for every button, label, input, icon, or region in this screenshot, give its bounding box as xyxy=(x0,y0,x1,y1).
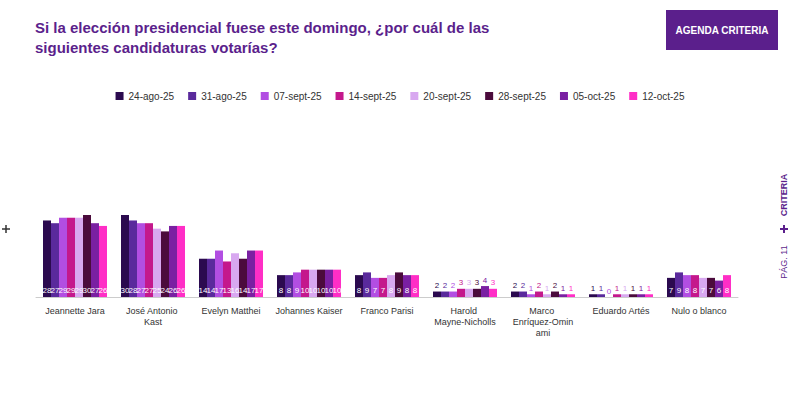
svg-text:2: 2 xyxy=(537,281,542,290)
svg-text:9: 9 xyxy=(365,286,370,295)
svg-text:Kast: Kast xyxy=(144,317,163,327)
svg-text:14: 14 xyxy=(198,285,208,295)
svg-text:16: 16 xyxy=(230,285,240,295)
svg-text:2: 2 xyxy=(513,281,518,290)
svg-text:26: 26 xyxy=(99,286,108,295)
svg-text:24: 24 xyxy=(160,285,170,295)
svg-text:28-sept-25: 28-sept-25 xyxy=(498,91,546,102)
svg-text:1: 1 xyxy=(631,284,636,293)
svg-text:17: 17 xyxy=(246,285,256,295)
svg-text:8: 8 xyxy=(389,286,394,295)
svg-text:3: 3 xyxy=(475,278,480,287)
svg-text:CRITERIA: CRITERIA xyxy=(779,173,789,216)
svg-text:1: 1 xyxy=(639,284,644,293)
svg-text:8: 8 xyxy=(279,286,284,295)
svg-text:29: 29 xyxy=(66,285,76,295)
svg-text:05-oct-25: 05-oct-25 xyxy=(573,91,616,102)
svg-text:2: 2 xyxy=(521,281,526,290)
svg-text:28: 28 xyxy=(42,285,52,295)
svg-text:14: 14 xyxy=(238,285,248,295)
svg-text:10: 10 xyxy=(300,285,310,295)
svg-text:Franco Parisi: Franco Parisi xyxy=(360,306,413,316)
svg-text:17: 17 xyxy=(255,286,264,295)
svg-text:AGENDA CRITERIA: AGENDA CRITERIA xyxy=(676,25,769,36)
svg-text:7: 7 xyxy=(701,286,706,295)
svg-text:14: 14 xyxy=(206,285,216,295)
svg-text:siguientes candidaturas votarí: siguientes candidaturas votarías? xyxy=(35,39,278,56)
svg-text:26: 26 xyxy=(168,285,178,295)
svg-text:27: 27 xyxy=(144,285,154,295)
svg-text:8: 8 xyxy=(693,286,698,295)
svg-text:14-sept-25: 14-sept-25 xyxy=(349,91,397,102)
svg-text:8: 8 xyxy=(725,286,730,295)
svg-text:1: 1 xyxy=(591,284,596,293)
svg-text:Nulo o blanco: Nulo o blanco xyxy=(671,306,726,316)
svg-text:2: 2 xyxy=(435,281,440,290)
svg-text:7: 7 xyxy=(669,286,674,295)
svg-text:Evelyn Matthei: Evelyn Matthei xyxy=(201,306,260,316)
svg-text:Harold: Harold xyxy=(450,306,479,316)
svg-text:07-sept-25: 07-sept-25 xyxy=(274,91,322,102)
svg-text:7: 7 xyxy=(381,286,386,295)
svg-text:28: 28 xyxy=(128,285,138,295)
svg-text:9: 9 xyxy=(677,286,682,295)
svg-text:Enríquez-Omin: Enríquez-Omin xyxy=(513,317,574,327)
svg-text:7: 7 xyxy=(709,286,714,295)
svg-text:29: 29 xyxy=(74,285,84,295)
svg-text:27: 27 xyxy=(90,285,100,295)
svg-text:30: 30 xyxy=(120,285,130,295)
svg-text:1: 1 xyxy=(561,284,566,293)
svg-text:9: 9 xyxy=(295,286,300,295)
svg-text:13: 13 xyxy=(222,285,232,295)
svg-text:1: 1 xyxy=(545,284,550,293)
svg-text:0: 0 xyxy=(607,287,612,296)
svg-text:Marco: Marco xyxy=(529,306,557,316)
svg-text:10: 10 xyxy=(316,285,326,295)
svg-text:1: 1 xyxy=(599,284,604,293)
svg-text:Eduardo Artés: Eduardo Artés xyxy=(592,306,650,316)
svg-text:25: 25 xyxy=(152,285,162,295)
svg-text:1: 1 xyxy=(647,284,652,293)
svg-text:9: 9 xyxy=(397,286,402,295)
svg-text:3: 3 xyxy=(467,278,472,287)
svg-text:2: 2 xyxy=(553,281,558,290)
svg-text:2: 2 xyxy=(443,281,448,290)
svg-text:2: 2 xyxy=(451,281,456,290)
svg-text:8: 8 xyxy=(357,286,362,295)
svg-text:ami: ami xyxy=(536,328,551,338)
svg-text:29: 29 xyxy=(58,285,68,295)
svg-text:8: 8 xyxy=(685,286,690,295)
svg-text:1: 1 xyxy=(615,284,620,293)
svg-text:6: 6 xyxy=(717,286,722,295)
svg-text:8: 8 xyxy=(287,286,292,295)
svg-text:27: 27 xyxy=(136,285,146,295)
svg-text:20-sept-25: 20-sept-25 xyxy=(423,91,471,102)
svg-text:3: 3 xyxy=(491,278,496,287)
svg-text:10: 10 xyxy=(308,285,318,295)
svg-text:1: 1 xyxy=(529,284,534,293)
svg-text:Johannes Kaiser: Johannes Kaiser xyxy=(275,306,342,316)
svg-text:José Antonio: José Antonio xyxy=(126,306,180,316)
svg-text:Si la elección presidencial fu: Si la elección presidencial fuese este d… xyxy=(35,19,493,36)
svg-text:PÁG. 11: PÁG. 11 xyxy=(779,245,789,278)
svg-text:17: 17 xyxy=(214,285,224,295)
svg-text:3: 3 xyxy=(459,278,464,287)
svg-text:4: 4 xyxy=(483,276,488,285)
svg-text:30: 30 xyxy=(82,285,92,295)
svg-text:Jeannette Jara: Jeannette Jara xyxy=(45,306,105,316)
svg-text:7: 7 xyxy=(373,286,378,295)
svg-text:1: 1 xyxy=(569,284,574,293)
svg-text:24-ago-25: 24-ago-25 xyxy=(129,91,175,102)
svg-text:10: 10 xyxy=(333,286,342,295)
svg-text:27: 27 xyxy=(50,285,60,295)
svg-text:8: 8 xyxy=(405,286,410,295)
svg-text:12-oct-25: 12-oct-25 xyxy=(642,91,685,102)
svg-text:8: 8 xyxy=(413,286,418,295)
svg-text:26: 26 xyxy=(177,286,186,295)
svg-text:Mayne-Nicholls: Mayne-Nicholls xyxy=(434,317,496,327)
svg-text:31-ago-25: 31-ago-25 xyxy=(201,91,247,102)
svg-text:10: 10 xyxy=(324,285,334,295)
svg-text:1: 1 xyxy=(623,284,628,293)
